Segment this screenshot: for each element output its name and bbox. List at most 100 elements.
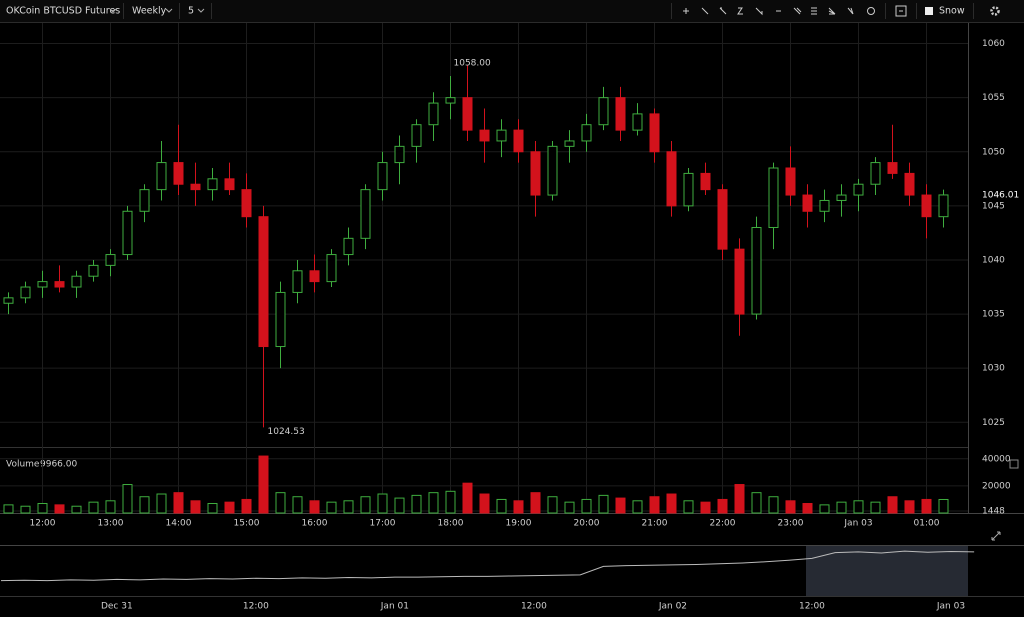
candle-body xyxy=(122,210,133,256)
volume-bar xyxy=(258,455,269,514)
volume-bar xyxy=(547,496,558,514)
volume-bar xyxy=(360,496,371,514)
candle-body xyxy=(360,189,371,239)
symbol[interactable]: OKCoin BTCUSD Futures xyxy=(6,6,120,17)
volume-bar xyxy=(615,497,626,514)
last-price: 1046.01 xyxy=(982,190,1019,200)
candle-body xyxy=(921,194,932,218)
candle-body xyxy=(785,167,796,196)
y-tick-label: 1025 xyxy=(982,418,1005,428)
settings[interactable] xyxy=(990,6,1000,16)
volume-bar xyxy=(343,500,354,514)
theme[interactable]: Snow xyxy=(939,6,965,17)
x-tick-label: 21:00 xyxy=(642,519,668,529)
x-tick-label: 14:00 xyxy=(166,519,192,529)
volume-bar xyxy=(836,501,847,514)
volume-bar xyxy=(751,492,762,514)
candle-body xyxy=(394,145,405,164)
candle-body xyxy=(615,97,626,131)
volume-bar xyxy=(241,498,252,514)
volume-title: Volume xyxy=(6,460,40,470)
candle-body xyxy=(190,183,201,191)
volume-bar xyxy=(462,482,473,514)
x-tick-label: 17:00 xyxy=(370,519,396,529)
volume-bar xyxy=(173,492,184,514)
nav-x-label: 12:00 xyxy=(521,602,547,612)
candle-body xyxy=(819,199,830,212)
volume-bar xyxy=(428,492,439,514)
x-tick-label: 22:00 xyxy=(710,519,736,529)
x-tick-label: 13:00 xyxy=(98,519,124,529)
interval[interactable]: 5 xyxy=(188,6,194,17)
navigator-window[interactable] xyxy=(806,546,968,596)
candle-body xyxy=(37,281,48,288)
candle-body xyxy=(326,254,337,283)
y-tick-label: 1045 xyxy=(982,201,1005,211)
y-tick-label: 1040 xyxy=(982,255,1005,265)
volume-bar xyxy=(88,501,99,514)
volume-bar xyxy=(122,484,133,514)
candle-body xyxy=(938,194,949,218)
min-label: 1024.53 xyxy=(268,427,305,437)
expand[interactable] xyxy=(991,531,1001,541)
volume-bar xyxy=(309,500,320,514)
volume-bar xyxy=(292,496,303,514)
candle-body xyxy=(3,297,14,304)
volume-bar xyxy=(683,500,694,514)
candle-body xyxy=(717,189,728,250)
candle-body xyxy=(207,178,218,191)
navigator-line xyxy=(0,550,975,582)
volume-bar xyxy=(496,498,507,514)
volume-bar xyxy=(717,498,728,514)
candle-body xyxy=(156,162,167,191)
volume-bar xyxy=(921,498,932,514)
candle-body xyxy=(343,237,354,256)
candle-body xyxy=(241,189,252,218)
candle-body xyxy=(853,183,864,196)
nav-x-label: Jan 02 xyxy=(658,602,687,612)
max-label: 1058.00 xyxy=(454,59,491,69)
candle-body xyxy=(139,189,150,212)
toolbar-bg xyxy=(0,0,1024,22)
candle-body xyxy=(904,172,915,196)
range[interactable]: Weekly xyxy=(132,6,167,17)
candle-body xyxy=(598,97,609,126)
volume-bar xyxy=(938,498,949,514)
x-tick-label: 01:00 xyxy=(914,519,940,529)
candle-body xyxy=(411,124,422,147)
volume-bar xyxy=(904,500,915,514)
candle-body xyxy=(530,151,541,196)
candle-body xyxy=(547,145,558,196)
candle-body xyxy=(105,254,116,266)
candle-body xyxy=(377,162,388,191)
drawing-tools[interactable] xyxy=(683,5,907,17)
x-tick-label: 15:00 xyxy=(234,519,260,529)
x-tick-label: 18:00 xyxy=(438,519,464,529)
volume-bar xyxy=(870,501,881,514)
volume-bar xyxy=(37,503,48,514)
volume-bar xyxy=(224,501,235,514)
candle-body xyxy=(258,216,269,348)
volume-bar xyxy=(785,500,796,514)
volume-bar xyxy=(649,496,660,514)
volume-bar xyxy=(105,500,116,514)
x-tick-label: 20:00 xyxy=(574,519,600,529)
nav-x-label: 12:00 xyxy=(799,602,825,612)
candle-body xyxy=(836,194,847,201)
close-pane[interactable] xyxy=(1009,459,1019,469)
candle-body xyxy=(870,162,881,185)
volume-bar xyxy=(768,496,779,514)
volume-bar xyxy=(411,494,422,514)
volume-bar xyxy=(802,503,813,514)
candle-body xyxy=(54,281,65,288)
volume-bar xyxy=(581,498,592,514)
theme-icon[interactable] xyxy=(925,7,933,15)
candle-body xyxy=(734,248,745,315)
volume-bar xyxy=(207,503,218,514)
volume-bar xyxy=(3,504,14,514)
candle-body xyxy=(887,162,898,174)
candle-body xyxy=(275,291,286,348)
dropdown-arrow xyxy=(197,8,205,13)
